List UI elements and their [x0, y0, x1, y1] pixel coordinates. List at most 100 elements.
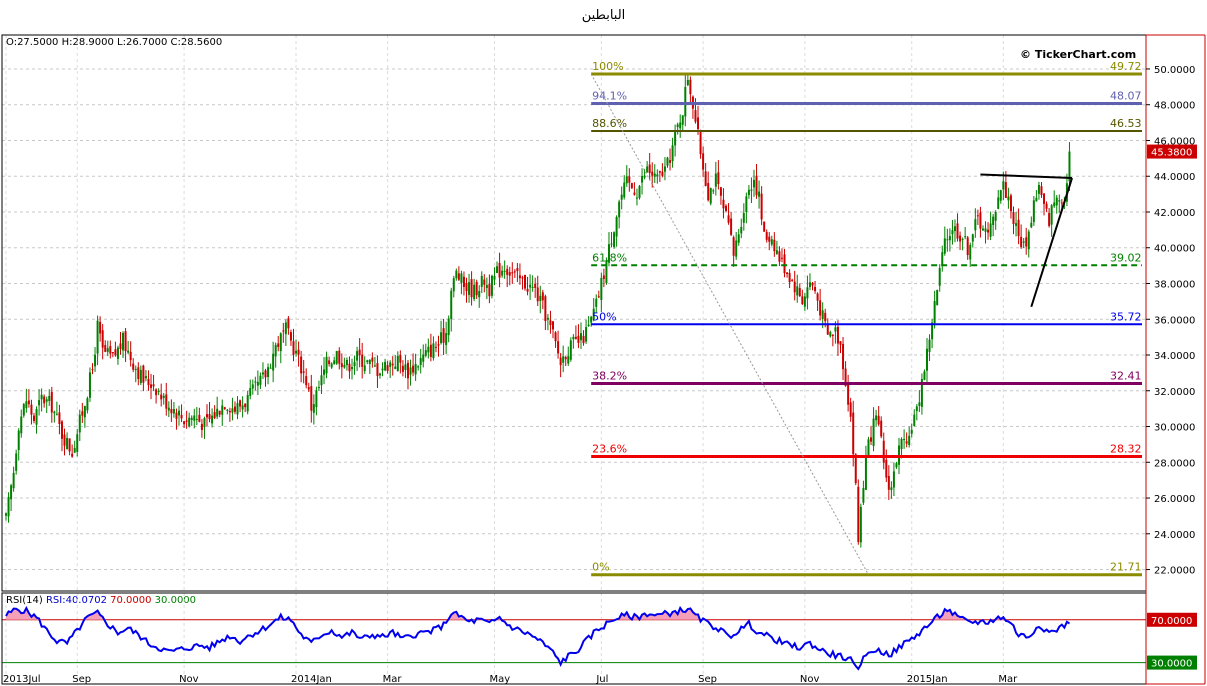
candle-body [15, 453, 18, 471]
candle-body [633, 192, 636, 195]
candle-body [1060, 202, 1063, 204]
candle-body [842, 343, 845, 370]
candle-body [946, 239, 949, 241]
candle-body [600, 277, 603, 300]
candle-body [737, 234, 740, 243]
candle-body [221, 405, 224, 415]
fib-level-value: 21.71 [1110, 561, 1142, 574]
candle-body [992, 216, 995, 226]
candle-body [646, 166, 649, 173]
candle-body [490, 275, 493, 296]
candle-body [857, 486, 860, 542]
candle-body [587, 324, 590, 327]
candle-body [959, 235, 962, 242]
candle-body [574, 336, 577, 339]
candle-body [719, 187, 722, 196]
candle-body [1045, 203, 1048, 209]
fib-level-value: 35.72 [1110, 310, 1142, 323]
candle-body [272, 353, 275, 371]
candle-body [473, 284, 476, 299]
candle-body [821, 310, 824, 320]
ohlc-low: L:26.7000 [117, 37, 168, 48]
candle-body [503, 270, 506, 272]
candle-body [816, 293, 819, 301]
candle-body [786, 272, 789, 274]
fib-level-percent: 0% [592, 561, 609, 574]
y-tick-label: 40.0000 [1154, 244, 1195, 255]
x-tick-label: 2015Jan [907, 674, 948, 685]
candle-body [401, 365, 404, 372]
candle-body [170, 409, 173, 414]
candle-body [48, 395, 51, 402]
candle-body [493, 275, 496, 280]
candle-body [997, 197, 1000, 209]
candle-body [1004, 182, 1007, 198]
candle-body [239, 400, 242, 407]
candle-body [920, 379, 923, 407]
candle-body [353, 362, 356, 367]
price-panel[interactable]: 100% 49.72 94.1% 48.07 88.6% 46.53 61.8% 39.02 5… [2, 35, 1146, 591]
candle-body [554, 332, 557, 342]
candle-body [363, 365, 366, 372]
candle-body [635, 197, 638, 199]
candle-body [536, 287, 539, 302]
candle-body [111, 352, 114, 354]
candle-body [651, 171, 654, 176]
candle-body [114, 349, 117, 356]
candle-body [557, 341, 560, 354]
candle-body [305, 376, 308, 386]
candle-body [38, 400, 41, 406]
candle-body [200, 423, 203, 430]
candle-body [99, 321, 102, 334]
candle-body [854, 454, 857, 484]
candle-body [938, 268, 941, 286]
candle-body [829, 332, 832, 337]
candle-body [462, 276, 465, 288]
candle-body [361, 354, 364, 367]
ohlc-high: H:28.9000 [61, 37, 114, 48]
candle-body [862, 487, 865, 503]
candle-body [648, 164, 651, 174]
candle-body [1055, 197, 1058, 206]
candle-body [798, 287, 801, 297]
candle-body [419, 358, 422, 365]
candle-body [27, 400, 30, 405]
x-tick-label: May [489, 674, 510, 685]
candle-body [722, 199, 725, 209]
candle-body [226, 409, 229, 411]
candle-body [109, 346, 112, 354]
candle-body [699, 132, 702, 155]
candle-body [607, 244, 610, 263]
candle-body [475, 281, 478, 296]
candle-body [71, 453, 74, 457]
candle-body [351, 366, 354, 370]
rsi-overbought-fill [6, 607, 1006, 620]
candle-body [1020, 236, 1023, 248]
candle-body [780, 257, 783, 259]
candle-body [569, 340, 572, 360]
candle-body [663, 166, 666, 172]
candle-body [256, 381, 259, 386]
rsi-panel[interactable] [2, 593, 1146, 684]
candle-body [1002, 181, 1005, 190]
candle-body [338, 350, 341, 364]
fib-level-value: 46.53 [1110, 117, 1142, 130]
candle-body [793, 281, 796, 293]
fib-level-percent: 88.6% [592, 117, 627, 130]
candle-body [567, 356, 570, 364]
candle-body [658, 171, 661, 173]
candle-body [506, 269, 509, 275]
candle-body [178, 410, 181, 416]
candle-body [735, 240, 738, 257]
rsi-legend-lower: 30.0000 [154, 595, 197, 606]
candle-body [765, 232, 768, 240]
y-tick-label: 26.0000 [1154, 494, 1195, 505]
candle-body [763, 221, 766, 232]
x-tick-label: 2014Jan [291, 674, 332, 685]
candle-body [134, 369, 137, 371]
candle-body [254, 381, 257, 383]
candle-body [137, 367, 140, 379]
candle-body [981, 228, 984, 231]
candle-body [971, 234, 974, 242]
